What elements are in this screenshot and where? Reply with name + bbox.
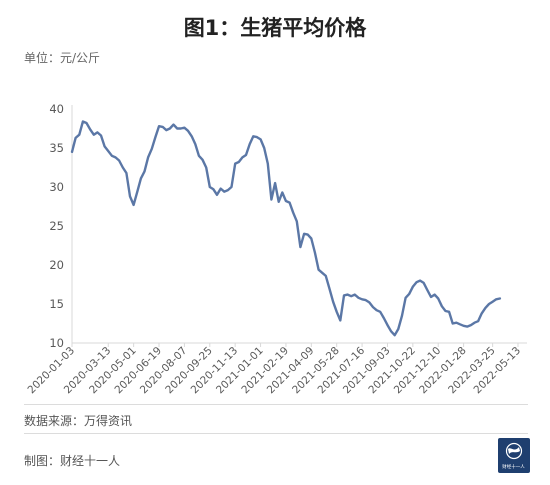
y-tick-label: 20 — [49, 258, 64, 272]
unit-label: 单位：元/公斤 — [24, 51, 101, 65]
globe-icon — [505, 442, 523, 460]
chart-maker-note: 制图：财经十一人 — [24, 454, 121, 468]
divider-bottom — [24, 433, 528, 434]
price-line-chart: 101520253035402020-01-032020-03-132020-0… — [25, 102, 527, 396]
logo-text: 财经十一人 — [502, 464, 526, 470]
y-tick-label: 15 — [49, 297, 64, 311]
y-tick-label: 25 — [49, 219, 64, 233]
y-tick-label: 35 — [49, 141, 64, 155]
data-source-note: 数据来源：万得资讯 — [24, 414, 133, 428]
y-tick-label: 10 — [49, 336, 64, 350]
price-series-line — [70, 120, 502, 337]
y-tick-label: 40 — [49, 102, 64, 116]
publisher-logo: 财经十一人 — [498, 438, 530, 473]
y-tick-label: 30 — [49, 180, 64, 194]
divider-top — [24, 404, 528, 405]
chart-title: 图1：生猪平均价格 — [183, 16, 367, 40]
